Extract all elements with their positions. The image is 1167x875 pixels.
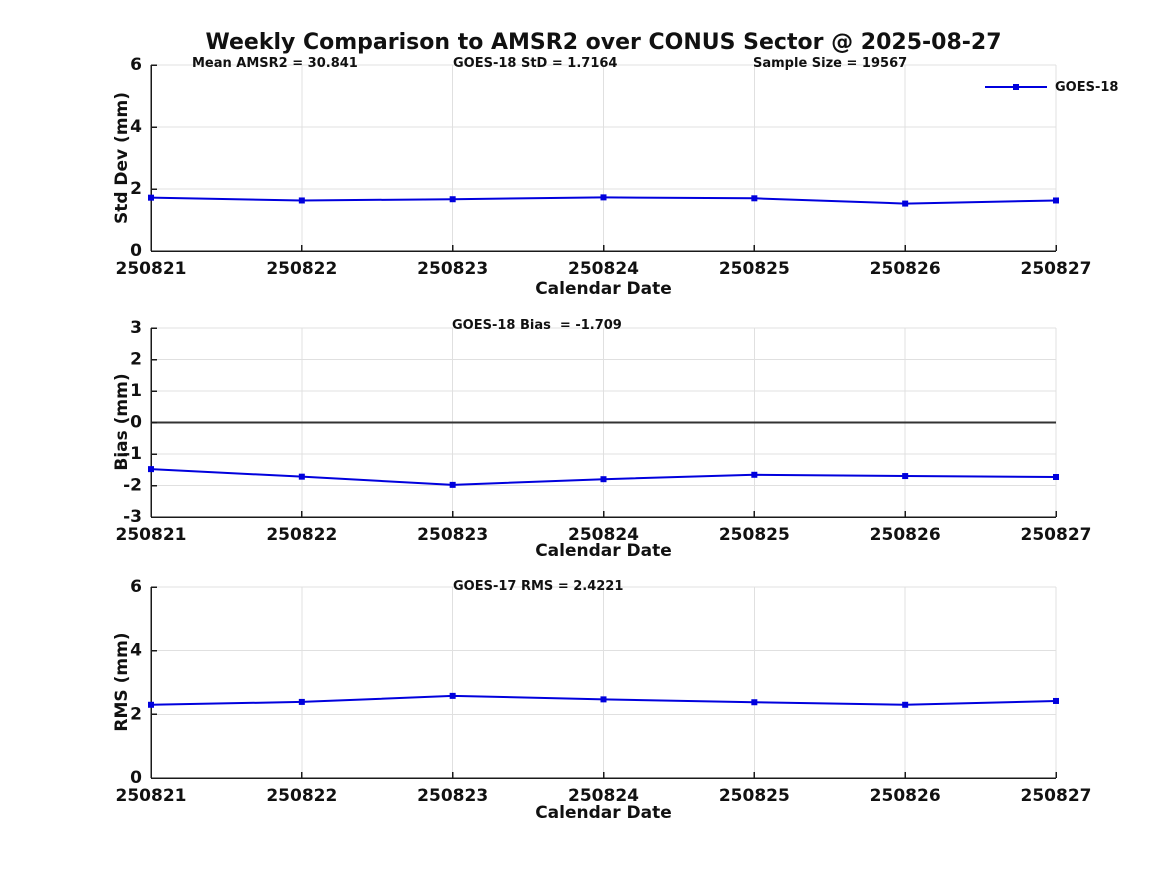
x-axis-label-1: Calendar Date [535, 279, 672, 299]
x-tick-label: 250825 [719, 786, 790, 806]
x-tick-label: 250826 [870, 786, 941, 806]
y-tick-label: 0 [130, 413, 142, 433]
x-tick-label: 250827 [1021, 259, 1092, 279]
y-tick-label: 0 [130, 768, 142, 788]
x-tick-label: 250823 [417, 786, 488, 806]
data-point [1053, 697, 1059, 704]
data-point [902, 473, 909, 480]
y-tick-label: -1 [123, 444, 142, 464]
data-point [148, 466, 154, 473]
y-tick-label: 4 [130, 641, 142, 661]
x-tick-label: 250821 [116, 786, 187, 806]
x-axis-label-2: Calendar Date [535, 541, 672, 561]
data-point [600, 476, 607, 483]
x-tick-label: 250821 [116, 259, 187, 279]
y-axis-label-rms: RMS (mm) [112, 632, 132, 732]
y-tick-label: 3 [130, 318, 142, 338]
annotation-goes18-bias: GOES-18 Bias = -1.709 [452, 318, 622, 333]
data-point [449, 481, 456, 488]
x-tick-label: 250824 [568, 786, 639, 806]
data-point [1053, 197, 1059, 204]
data-point [600, 194, 607, 201]
x-tick-label: 250824 [568, 525, 639, 545]
data-point [751, 471, 758, 478]
x-tick-label: 250821 [116, 525, 187, 545]
x-tick-label: 250824 [568, 259, 639, 279]
subplot-bias: -3 -2 -1 0 1 2 3 250821 250822 250823 250824 250825… [116, 318, 1092, 545]
data-point [1053, 473, 1059, 480]
data-point [751, 699, 758, 706]
x-tick-label: 250822 [266, 259, 337, 279]
y-axis-label-bias: Bias (mm) [112, 373, 132, 471]
x-tick-label: 250822 [266, 525, 337, 545]
subplot-std-dev: 0 2 4 6 250821 250822 250823 250824 250825 250826… [116, 55, 1092, 279]
data-point [298, 473, 305, 480]
x-tick-label: 250827 [1021, 525, 1092, 545]
x-tick-label: 250826 [870, 259, 941, 279]
y-tick-label: 4 [130, 117, 142, 137]
legend-line-sample-icon [985, 84, 1047, 90]
x-tick-label: 250822 [266, 786, 337, 806]
data-point [298, 197, 305, 204]
y-tick-label: 1 [130, 381, 142, 401]
annotation-goes18-std: GOES-18 StD = 1.7164 [453, 56, 618, 71]
y-tick-label: 2 [130, 179, 142, 199]
data-point [298, 698, 305, 705]
figure-title: Weekly Comparison to AMSR2 over CONUS Se… [205, 30, 1002, 55]
y-tick-label: 6 [130, 577, 142, 597]
x-axis-label-3: Calendar Date [535, 803, 672, 823]
y-tick-label: 0 [130, 241, 142, 261]
data-point [902, 701, 909, 708]
data-point [600, 696, 607, 703]
y-tick-label: -3 [123, 507, 142, 527]
x-tick-label: 250827 [1021, 786, 1092, 806]
data-point [449, 692, 456, 699]
subplot-rms: 0 2 4 6 250821 250822 250823 250824 250825 250826… [116, 577, 1092, 806]
data-point [751, 195, 758, 202]
data-point [148, 194, 154, 201]
legend-label: GOES-18 [1055, 79, 1119, 95]
y-tick-label: 2 [130, 350, 142, 370]
data-point [902, 200, 909, 207]
y-tick-label: -2 [123, 476, 142, 496]
x-tick-label: 250823 [417, 259, 488, 279]
x-tick-label: 250823 [417, 525, 488, 545]
annotation-sample-size: Sample Size = 19567 [753, 56, 908, 71]
x-tick-label: 250826 [870, 525, 941, 545]
y-tick-label: 6 [130, 55, 142, 75]
annotation-goes17-rms: GOES-17 RMS = 2.4221 [453, 579, 624, 594]
x-tick-label: 250825 [719, 259, 790, 279]
y-axis-label-std-dev: Std Dev (mm) [112, 91, 132, 225]
data-point [449, 196, 456, 203]
annotation-mean-amsr2: Mean AMSR2 = 30.841 [192, 56, 358, 71]
legend: GOES-18 [984, 79, 1118, 95]
y-tick-label: 2 [130, 704, 142, 724]
x-tick-label: 250825 [719, 525, 790, 545]
data-point [148, 701, 154, 708]
